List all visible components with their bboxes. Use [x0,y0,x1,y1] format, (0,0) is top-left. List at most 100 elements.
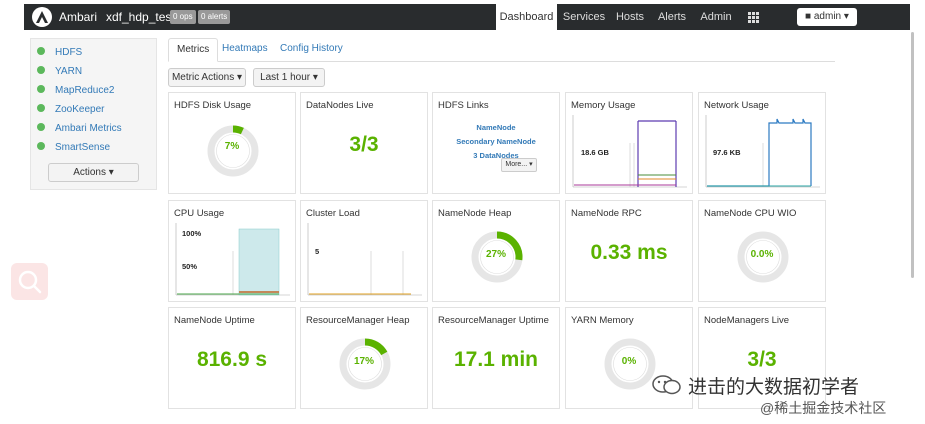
nodemanagers-value: 3/3 [747,348,777,371]
time-range-dropdown[interactable]: Last 1 hour ▾ [253,68,325,87]
widget-nodemanagers-live[interactable]: NodeManagers Live 3/3 [698,307,826,409]
widget-resourcemanager-heap[interactable]: ResourceManager Heap 17% [300,307,428,409]
ops-badge[interactable]: 0 ops [170,10,196,24]
nav-admin[interactable]: Admin [700,11,732,23]
donut-track [737,231,789,283]
widget-memory-usage[interactable]: Memory Usage 18.6 GB [565,92,693,194]
link-namenode[interactable]: NameNode [476,123,516,132]
widget-title: NameNode Uptime [174,315,255,326]
cluster-load-label: 5 [315,247,320,256]
widget-title: NameNode Heap [438,208,512,219]
widget-title: YARN Memory [571,315,634,326]
watermark-title: 进击的大数据初学者 [688,377,860,398]
donut-fill [232,125,244,135]
widget-namenode-cpu-wio[interactable]: NameNode CPU WIO 0.0% [698,200,826,302]
services-sidebar: HDFS YARN MapReduce2 ZooKeeper Ambari Me… [30,38,157,190]
status-ok-icon [37,104,45,112]
yarn-memory-value: 0% [621,356,637,367]
widget-title: HDFS Links [438,100,489,111]
widget-title: Memory Usage [571,100,636,111]
widget-network-usage[interactable]: Network Usage 97.6 KB [698,92,826,194]
sidebar-item-mapreduce2[interactable]: MapReduce2 [37,83,114,99]
status-ok-icon [37,142,45,150]
hdfs-disk-donut [207,125,259,177]
donut-fill [364,338,388,356]
link-datanodes[interactable]: 3 DataNodes [473,151,519,160]
user-menu-button[interactable]: ■ admin ▾ [797,8,857,26]
watermark-source: @稀土掘金技术社区 [760,400,887,416]
widget-title: ResourceManager Heap [306,315,410,326]
widget-namenode-heap[interactable]: NameNode Heap 27% [432,200,560,302]
donut-inner-ring [216,134,250,168]
widget-hdfs-disk-usage[interactable]: HDFS Disk Usage 7% [168,92,296,194]
donut-track [604,338,656,390]
namenode-heap-donut [471,231,523,283]
widget-namenode-uptime[interactable]: NameNode Uptime 816.9 s [168,307,296,409]
widget-title: DataNodes Live [306,100,374,111]
namenode-cpu-donut [737,231,789,283]
donut-inner-ring [746,240,780,274]
memory-usage-graph [572,115,687,188]
cluster-name[interactable]: xdf_hdp_test [106,10,175,24]
namenode-rpc-value: 0.33 ms [590,241,668,264]
sidebar-item-zookeeper[interactable]: ZooKeeper [37,102,104,118]
donut-inner-ring [348,347,382,381]
tab-config-history[interactable]: Config History [280,43,343,54]
status-ok-icon [37,123,45,131]
network-usage-graph [705,115,820,188]
search-icon [18,270,42,294]
status-ok-icon [37,85,45,93]
views-grid-icon[interactable] [748,12,759,23]
widget-title: NameNode RPC [571,208,642,219]
namenode-uptime-value: 816.9 s [196,348,268,371]
cpu-label-50: 50% [182,262,198,271]
user-icon: ■ [805,11,812,22]
brand-name[interactable]: Ambari [59,10,98,24]
sidebar-item-smartsense[interactable]: SmartSense [37,140,110,156]
more-links-button[interactable]: More... ▾ [501,158,537,172]
link-secondary-namenode[interactable]: Secondary NameNode [456,137,536,146]
actions-button[interactable]: Actions ▾ [48,163,139,182]
tab-metrics[interactable]: Metrics [168,38,219,62]
cluster-load-graph [307,223,422,296]
donut-fill [496,231,523,261]
widget-title: CPU Usage [174,208,225,219]
sidebar-item-yarn[interactable]: YARN [37,64,82,80]
widget-title: NodeManagers Live [704,315,790,326]
widget-title: Cluster Load [306,208,360,219]
page-scrollbar[interactable] [911,32,914,278]
rm-heap-value: 17% [353,356,374,367]
widget-datanodes-live[interactable]: DataNodes Live 3/3 [300,92,428,194]
cpu-label-100: 100% [182,229,202,238]
floating-search-button[interactable] [11,263,48,300]
sidebar-item-ambari-metrics[interactable]: Ambari Metrics [37,121,122,137]
widget-title: NameNode CPU WIO [704,208,797,219]
widget-cluster-load[interactable]: Cluster Load 5 [300,200,428,302]
nav-alerts[interactable]: Alerts [657,11,687,23]
alerts-badge[interactable]: 0 alerts [198,10,231,24]
nav-dashboard[interactable]: Dashboard [496,4,557,30]
widget-namenode-rpc[interactable]: NameNode RPC 0.33 ms [565,200,693,302]
tab-heatmaps[interactable]: Heatmaps [222,43,268,54]
ambari-logo-icon[interactable] [32,7,52,27]
donut-inner-ring [613,347,647,381]
datanodes-value: 3/3 [349,133,379,156]
caret-down-icon: ▾ [843,11,849,22]
rm-uptime-value: 17.1 min [453,348,539,371]
nav-hosts[interactable]: Hosts [615,11,645,23]
sidebar-item-hdfs[interactable]: HDFS [37,45,82,61]
metric-actions-dropdown[interactable]: Metric Actions ▾ [168,68,246,87]
wechat-icon [652,375,681,395]
widget-cpu-usage[interactable]: CPU Usage 100% 50% [168,200,296,302]
user-menu-label: admin [813,11,842,22]
network-usage-label: 97.6 KB [713,148,741,157]
yarn-memory-donut [604,338,656,390]
nav-services[interactable]: Services [562,11,606,23]
dashboard-tabs: Metrics Heatmaps Config History [168,38,835,62]
namenode-cpu-value: 0.0% [750,249,774,260]
top-navbar: Ambari xdf_hdp_test 0 ops 0 alerts Dashb… [24,4,910,30]
namenode-heap-value: 27% [485,249,506,260]
widget-hdfs-links[interactable]: HDFS Links NameNode Secondary NameNode 3… [432,92,560,194]
widget-resourcemanager-uptime[interactable]: ResourceManager Uptime 17.1 min [432,307,560,409]
rm-heap-donut [339,338,391,390]
